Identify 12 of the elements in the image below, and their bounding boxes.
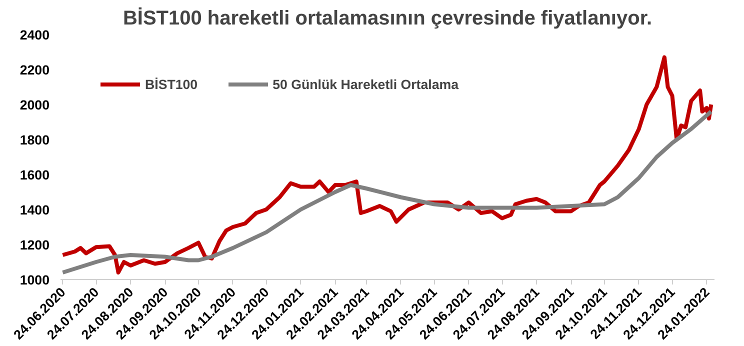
y-tick-label: 2400 <box>20 28 50 42</box>
y-tick-label: 1200 <box>20 238 50 252</box>
y-tick-label: 1000 <box>20 272 50 288</box>
line-series <box>60 110 714 274</box>
y-tick-label: 1800 <box>20 132 50 148</box>
y-tick-label: 1600 <box>20 168 50 182</box>
legend-label: 50 Günlük Hareketli Ortalama <box>272 76 459 92</box>
y-tick-label: 2200 <box>20 62 50 78</box>
chart-title: BİST100 hareketli ortalamasının çevresinde fiyatlanıyor. <box>122 6 652 30</box>
y-tick-label: 1400 <box>20 202 50 218</box>
y-tick-label: 2000 <box>20 98 50 112</box>
legend-label: BİST100 <box>145 76 198 92</box>
